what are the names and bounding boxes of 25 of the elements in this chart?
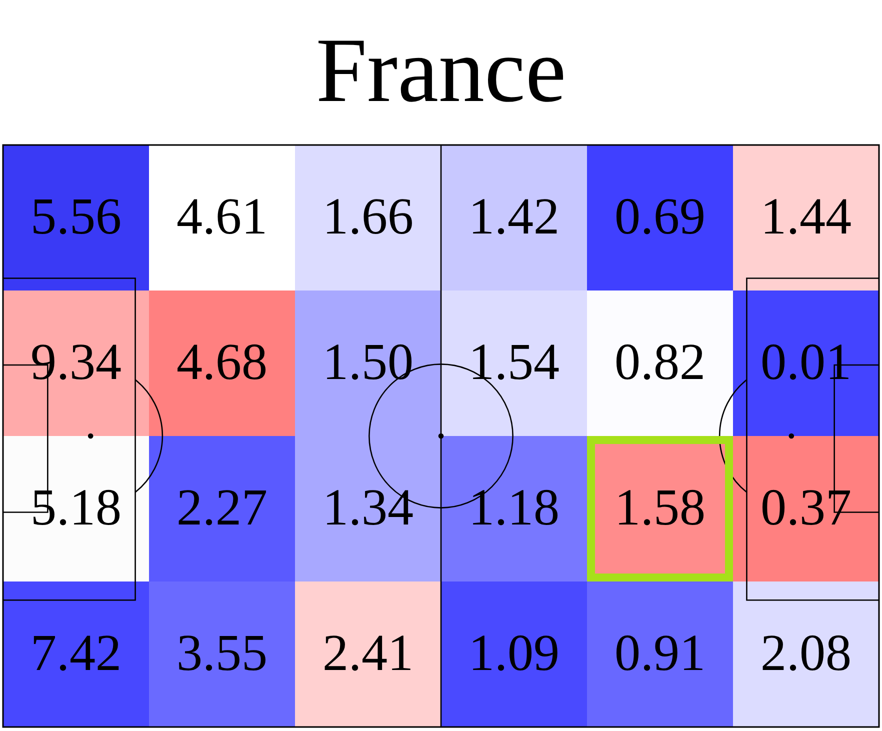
data-label: 3.55	[176, 624, 268, 682]
data-label: 5.56	[30, 188, 122, 246]
chart-title: France	[314, 18, 568, 123]
data-label: 7.42	[30, 624, 122, 682]
data-label: 1.50	[322, 334, 414, 391]
data-label: 2.08	[760, 624, 852, 682]
data-label: 2.41	[322, 624, 414, 682]
data-label: 2.27	[176, 479, 268, 536]
data-label: 0.91	[614, 624, 706, 682]
data-label: 0.01	[760, 334, 852, 391]
data-label: 1.54	[468, 334, 560, 391]
data-label: 0.37	[760, 479, 852, 536]
data-label: 1.42	[468, 188, 560, 246]
data-label: 0.69	[614, 188, 706, 246]
data-label: 4.68	[176, 334, 268, 391]
data-label: 1.58	[614, 479, 706, 536]
data-label: 1.44	[760, 188, 852, 246]
data-label: 1.09	[468, 624, 560, 682]
data-label: 4.61	[176, 188, 268, 246]
data-label: 1.18	[468, 479, 560, 536]
data-label: 5.18	[30, 479, 122, 536]
data-label: 9.34	[30, 334, 122, 391]
data-label: 0.82	[614, 334, 706, 391]
data-label: 1.66	[322, 188, 414, 246]
data-label: 1.34	[322, 479, 414, 536]
